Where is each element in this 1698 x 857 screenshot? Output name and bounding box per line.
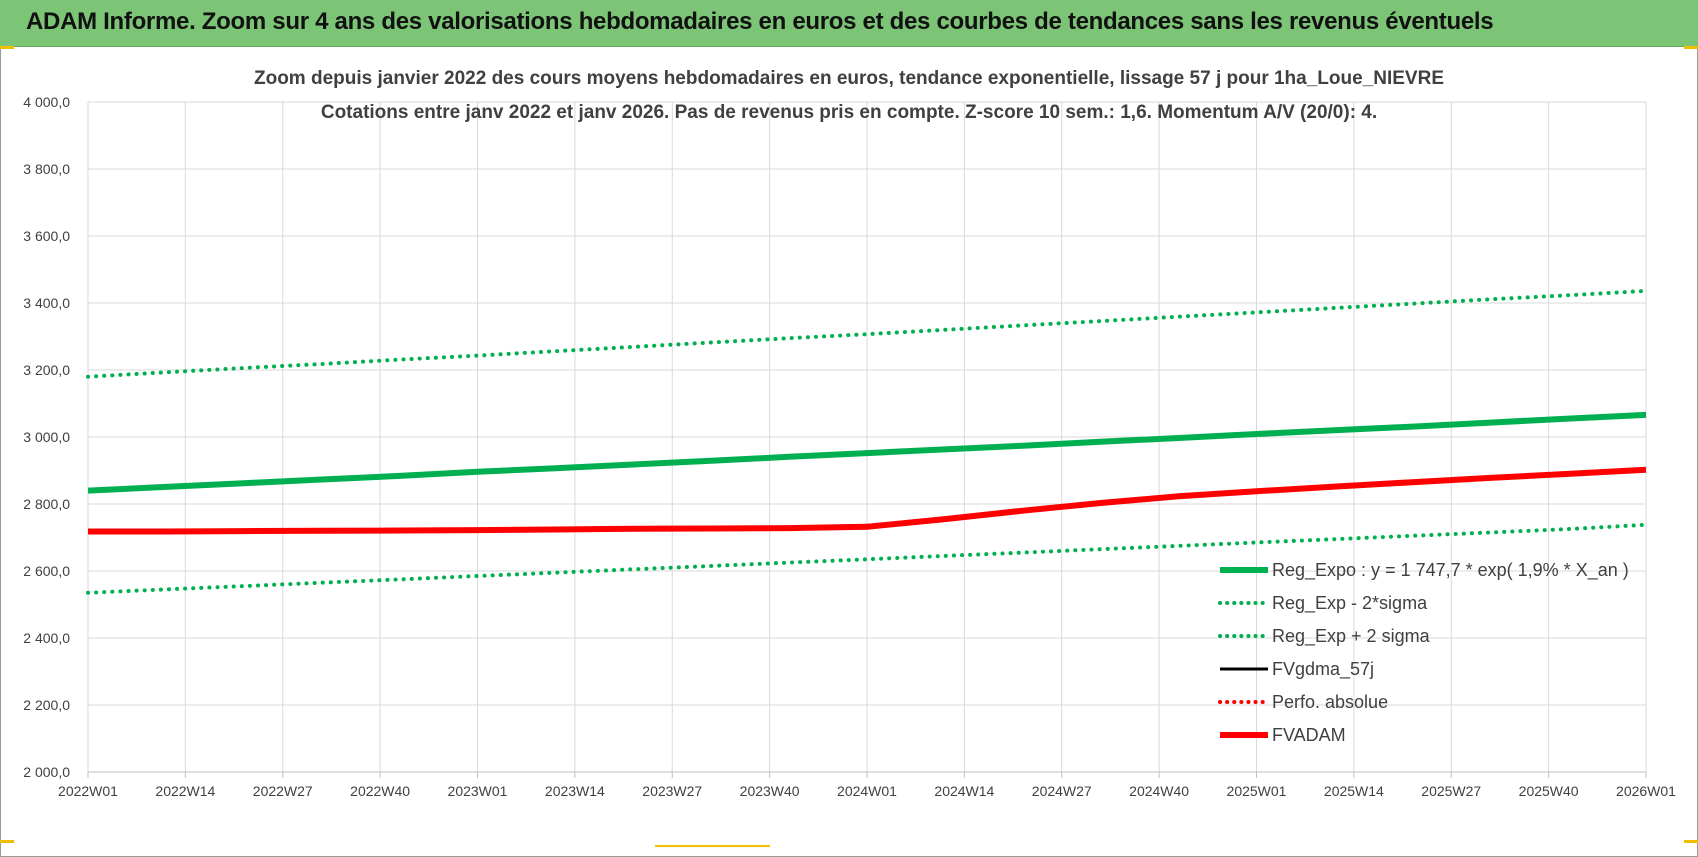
series-line-0 — [87, 411, 1647, 494]
y-tick-label: 3 600,0 — [23, 228, 70, 244]
x-tick-label: 2025W01 — [1227, 783, 1287, 799]
corner-mark-bottom-right — [1684, 840, 1698, 843]
x-tick-label: 2022W40 — [350, 783, 410, 799]
y-tick-label: 2 000,0 — [23, 764, 70, 780]
x-tick-label: 2026W01 — [1616, 783, 1676, 799]
x-tick-label: 2025W40 — [1519, 783, 1579, 799]
series-line-2 — [86, 288, 1648, 379]
legend-label: Reg_Exp - 2*sigma — [1272, 593, 1428, 614]
y-tick-label: 3 400,0 — [23, 295, 70, 311]
y-tick-label: 3 800,0 — [23, 161, 70, 177]
x-tick-label: 2022W14 — [155, 783, 215, 799]
x-tick-label: 2022W27 — [253, 783, 313, 799]
legend-label: Reg_Exp + 2 sigma — [1272, 626, 1431, 647]
legend-label: Perfo. absolue — [1272, 692, 1388, 712]
legend-label: Reg_Expo : y = 1 747,7 * exp( 1,9% * X_a… — [1272, 560, 1629, 581]
series-line-1 — [86, 522, 1648, 595]
chart-subtitle: Cotations entre janv 2022 et janv 2026. … — [321, 102, 1377, 123]
legend-label: FVADAM — [1272, 725, 1346, 745]
header-banner: ADAM Informe. Zoom sur 4 ans des valoris… — [0, 0, 1698, 47]
y-tick-label: 2 200,0 — [23, 697, 70, 713]
y-tick-label: 4 000,0 — [23, 94, 70, 110]
corner-mark-top-right — [1684, 46, 1698, 49]
series-line-5 — [88, 466, 1647, 535]
chart-legend: Reg_Expo : y = 1 747,7 * exp( 1,9% * X_a… — [1218, 560, 1629, 745]
corner-mark-bottom-center — [655, 845, 770, 847]
y-tick-label: 2 400,0 — [23, 630, 70, 646]
x-tick-label: 2024W27 — [1032, 783, 1092, 799]
corner-mark-top-left — [0, 46, 14, 49]
page-title: ADAM Informe. Zoom sur 4 ans des valoris… — [26, 8, 1494, 35]
line-chart: Zoom depuis janvier 2022 des cours moyen… — [23, 68, 1676, 799]
y-tick-label: 3 200,0 — [23, 362, 70, 378]
x-tick-label: 2023W14 — [545, 783, 605, 799]
x-tick-label: 2024W14 — [934, 783, 994, 799]
x-tick-label: 2025W27 — [1421, 783, 1481, 799]
legend-label: FVgdma_57j — [1272, 659, 1374, 680]
chart-title: Zoom depuis janvier 2022 des cours moyen… — [254, 68, 1444, 89]
x-tick-label: 2024W40 — [1129, 783, 1189, 799]
x-tick-label: 2023W40 — [740, 783, 800, 799]
chart-grid — [87, 101, 1647, 773]
chart-series — [86, 288, 1648, 595]
y-tick-label: 3 000,0 — [23, 429, 70, 445]
x-tick-label: 2023W01 — [448, 783, 508, 799]
x-tick-label: 2023W27 — [642, 783, 702, 799]
x-tick-label: 2022W01 — [58, 783, 118, 799]
corner-mark-bottom-left — [0, 840, 14, 843]
y-tick-label: 2 600,0 — [23, 563, 70, 579]
x-tick-label: 2024W01 — [837, 783, 897, 799]
y-tick-label: 2 800,0 — [23, 496, 70, 512]
chart-axes: 2 000,0 2 200,0 2 400,0 2 600,0 2 800,0 3 000… — [23, 94, 1676, 799]
x-tick-label: 2025W14 — [1324, 783, 1384, 799]
